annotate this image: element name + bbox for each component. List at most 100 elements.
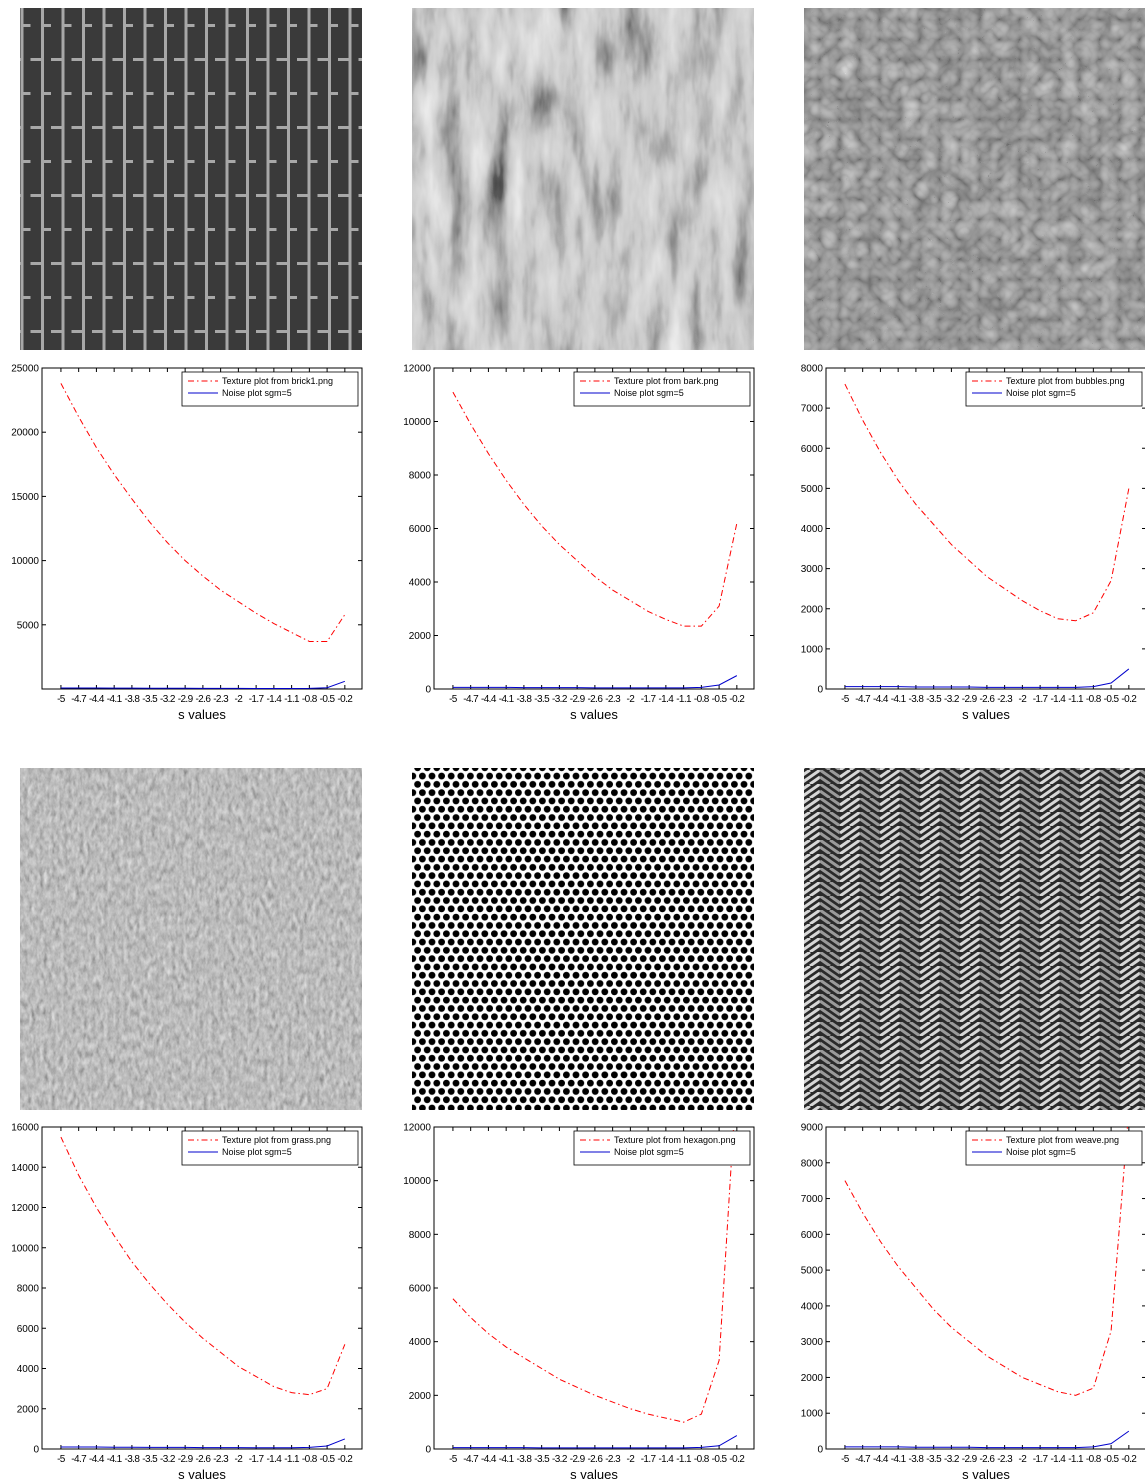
x-tick-label: -3.5 bbox=[142, 1454, 158, 1465]
x-tick-label: -2.9 bbox=[962, 1454, 978, 1465]
y-tick-label: 2000 bbox=[801, 1373, 824, 1384]
line-chart: 0200040006000800010000120001400016000-5-… bbox=[11, 1123, 363, 1482]
texture-image bbox=[412, 8, 754, 350]
x-tick-label: -1.4 bbox=[1050, 694, 1066, 705]
x-tick-label: -4.1 bbox=[891, 694, 907, 705]
x-tick-label: -1.4 bbox=[266, 1454, 282, 1465]
x-tick-label: -4.7 bbox=[855, 694, 871, 705]
y-tick-label: 4000 bbox=[409, 1337, 432, 1348]
plot-area bbox=[41, 1126, 363, 1450]
x-axis-label: s values bbox=[962, 707, 1010, 722]
x-tick-label: -4.4 bbox=[481, 1454, 497, 1465]
x-axis-label: s values bbox=[178, 1467, 226, 1482]
x-tick-label: -2.6 bbox=[979, 694, 995, 705]
series-line bbox=[844, 1127, 1128, 1396]
x-tick-label: -4.7 bbox=[463, 694, 479, 705]
x-tick-label: -0.2 bbox=[1121, 1454, 1137, 1465]
x-tick-label: -5 bbox=[449, 694, 458, 705]
x-tick-label: -3.5 bbox=[534, 1454, 550, 1465]
x-tick-label: -4.4 bbox=[873, 694, 889, 705]
legend-label: Noise plot sgm=5 bbox=[1006, 388, 1076, 398]
y-tick-label: 2000 bbox=[801, 604, 824, 615]
y-tick-label: 0 bbox=[817, 685, 823, 696]
texture-image bbox=[804, 8, 1145, 350]
x-tick-label: -3.2 bbox=[552, 1454, 568, 1465]
x-tick-label: -5 bbox=[57, 694, 66, 705]
y-tick-label: 4000 bbox=[17, 1364, 40, 1375]
y-tick-label: 0 bbox=[425, 685, 431, 696]
x-tick-label: -3.8 bbox=[124, 1454, 140, 1465]
legend-label: Texture plot from hexagon.png bbox=[614, 1135, 736, 1145]
legend bbox=[573, 1130, 751, 1166]
plot-area bbox=[433, 367, 755, 690]
y-tick-label: 4000 bbox=[801, 524, 824, 535]
x-tick-label: -1.1 bbox=[676, 1454, 692, 1465]
series-line bbox=[452, 1127, 735, 1423]
texture-image bbox=[20, 768, 362, 1110]
x-tick-label: -2.3 bbox=[213, 694, 229, 705]
x-tick-label: -2.6 bbox=[587, 1454, 603, 1465]
x-axis-label: s values bbox=[570, 707, 618, 722]
x-tick-label: -4.1 bbox=[107, 1454, 123, 1465]
x-axis-label: s values bbox=[570, 1467, 618, 1482]
x-tick-label: -0.5 bbox=[712, 694, 728, 705]
series-line bbox=[844, 1430, 1130, 1449]
x-tick-label: -1.4 bbox=[658, 1454, 674, 1465]
x-tick-label: -5 bbox=[841, 694, 850, 705]
x-tick-label: -1.1 bbox=[1068, 694, 1084, 705]
x-tick-label: -0.2 bbox=[729, 694, 745, 705]
x-tick-label: -5 bbox=[57, 1454, 66, 1465]
x-tick-label: -4.1 bbox=[107, 694, 123, 705]
series-line bbox=[452, 675, 738, 689]
x-tick-label: -2.3 bbox=[997, 694, 1013, 705]
y-tick-label: 6000 bbox=[801, 1230, 824, 1241]
line-chart: 0 2000 4000 6000 8000 10000 12000 -5 -4.7 -4.4 -4.… bbox=[403, 364, 755, 722]
y-tick-label: 12000 bbox=[403, 364, 431, 375]
x-tick-label: -3.2 bbox=[944, 1454, 960, 1465]
x-tick-label: -2 bbox=[1019, 694, 1028, 705]
x-tick-label: -3.2 bbox=[552, 694, 568, 705]
y-tick-label: 12000 bbox=[403, 1123, 431, 1134]
x-tick-label: -3.5 bbox=[142, 694, 158, 705]
x-tick-label: -3.8 bbox=[516, 694, 532, 705]
x-tick-label: -2.6 bbox=[195, 694, 211, 705]
x-tick-label: -4.7 bbox=[71, 694, 87, 705]
x-tick-label: -3.2 bbox=[944, 694, 960, 705]
y-tick-label: 0 bbox=[817, 1445, 823, 1456]
x-tick-label: -2 bbox=[627, 1454, 636, 1465]
x-tick-label: -2.9 bbox=[570, 694, 586, 705]
x-tick-label: -0.5 bbox=[1104, 1454, 1120, 1465]
y-tick-label: 8000 bbox=[409, 1230, 432, 1241]
x-tick-label: -1.7 bbox=[249, 694, 265, 705]
legend-label: Texture plot from grass.png bbox=[222, 1135, 331, 1145]
legend bbox=[965, 1130, 1143, 1166]
legend-label: Noise plot sgm=5 bbox=[614, 388, 684, 398]
x-tick-label: -2.3 bbox=[605, 1454, 621, 1465]
x-tick-label: -4.7 bbox=[463, 1454, 479, 1465]
x-tick-label: -1.4 bbox=[1050, 1454, 1066, 1465]
x-tick-label: -0.8 bbox=[1086, 1454, 1102, 1465]
x-tick-label: -2.6 bbox=[587, 694, 603, 705]
x-tick-label: -5 bbox=[449, 1454, 458, 1465]
x-tick-label: -2.6 bbox=[195, 1454, 211, 1465]
x-tick-label: -0.2 bbox=[337, 1454, 353, 1465]
x-tick-label: -4.7 bbox=[855, 1454, 871, 1465]
y-tick-label: 15000 bbox=[11, 492, 39, 503]
y-tick-label: 9000 bbox=[801, 1123, 824, 1134]
x-tick-label: -2 bbox=[235, 1454, 244, 1465]
x-tick-label: -3.2 bbox=[160, 694, 176, 705]
x-tick-label: -2 bbox=[1019, 1454, 1028, 1465]
x-axis-label: s values bbox=[962, 1467, 1010, 1482]
y-tick-label: 10000 bbox=[403, 1176, 431, 1187]
series-line bbox=[60, 1136, 346, 1396]
x-tick-label: -2.9 bbox=[178, 1454, 194, 1465]
legend bbox=[181, 371, 359, 407]
legend bbox=[573, 371, 751, 407]
x-tick-label: -3.8 bbox=[124, 694, 140, 705]
legend-label: Noise plot sgm=5 bbox=[614, 1147, 684, 1157]
series-line bbox=[452, 391, 738, 627]
x-tick-label: -1.7 bbox=[1033, 694, 1049, 705]
legend-label: Texture plot from weave.png bbox=[1006, 1135, 1119, 1145]
legend bbox=[965, 371, 1143, 407]
